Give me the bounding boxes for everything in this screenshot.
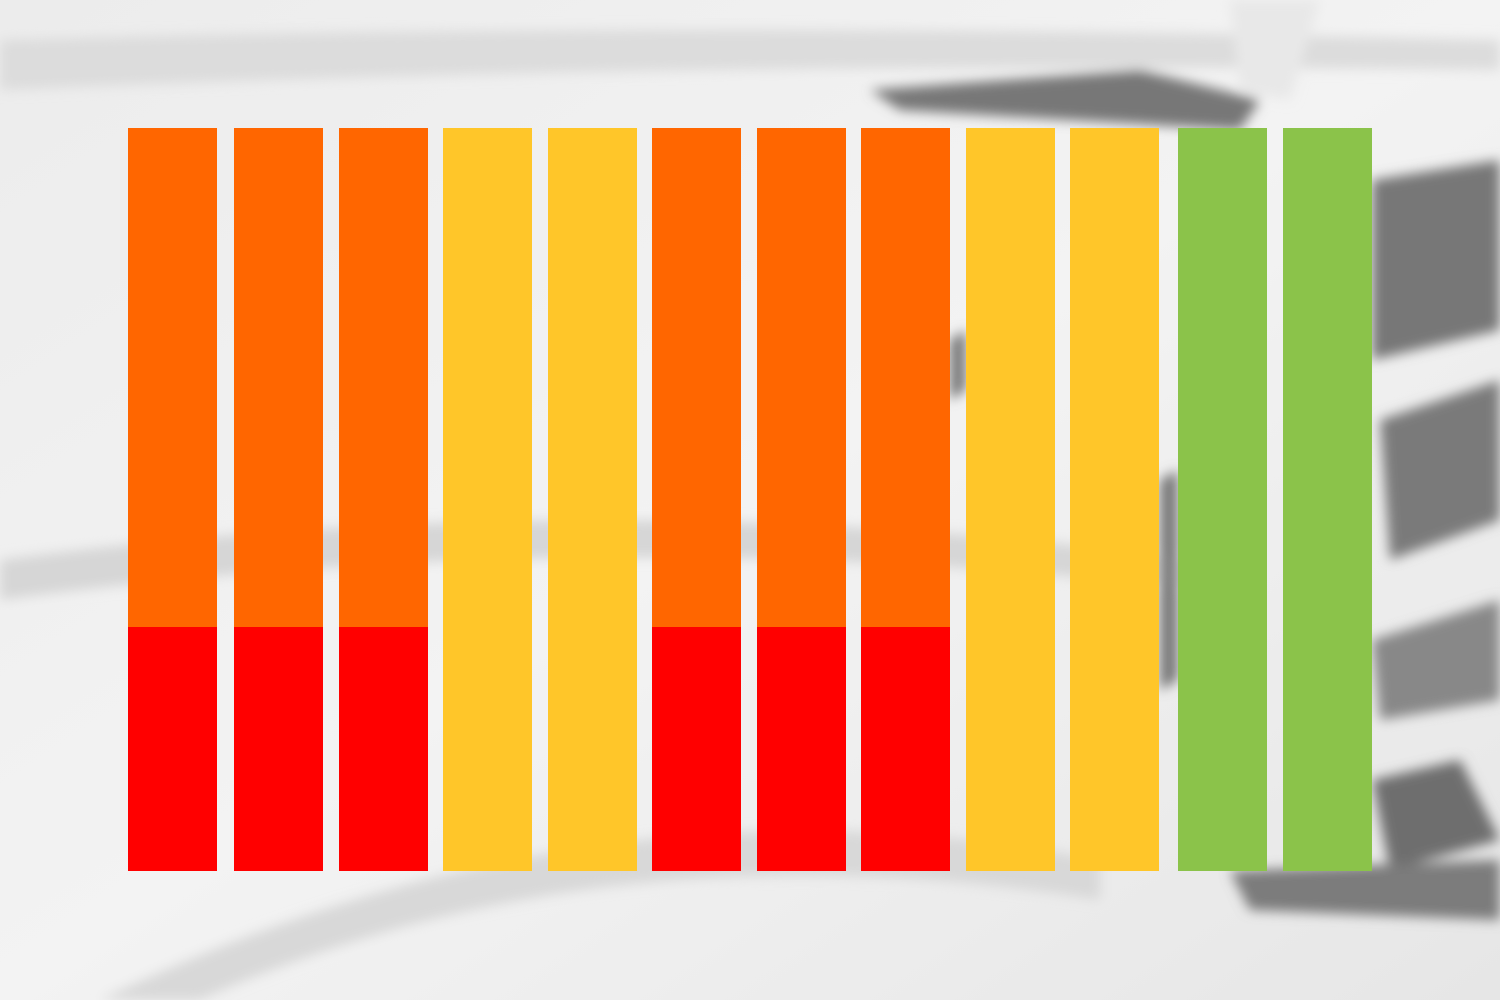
bar-top xyxy=(128,128,217,627)
bar-top xyxy=(234,128,323,627)
bar xyxy=(443,128,532,871)
bar xyxy=(548,128,637,871)
bar-top xyxy=(652,128,741,627)
dark-shape xyxy=(1372,160,1500,360)
streak xyxy=(100,830,1100,1000)
dark-shape xyxy=(950,330,966,400)
dark-shape xyxy=(1372,600,1500,720)
streak xyxy=(0,30,1500,90)
dark-shape xyxy=(1160,470,1178,690)
bars xyxy=(128,128,1372,871)
bar xyxy=(1283,128,1372,871)
bar-bottom xyxy=(234,627,323,871)
bar-bottom xyxy=(339,627,428,871)
bar-bottom xyxy=(128,627,217,871)
dark-shape xyxy=(870,70,1260,130)
bar-top xyxy=(861,128,950,627)
dark-shape xyxy=(1380,380,1500,560)
dark-shape xyxy=(1372,760,1500,870)
light-shape xyxy=(1230,0,1320,100)
bar-top xyxy=(757,128,846,627)
bar-top xyxy=(339,128,428,627)
bar-bottom xyxy=(757,627,846,871)
bar xyxy=(1070,128,1159,871)
bar-bottom xyxy=(652,627,741,871)
bar xyxy=(1178,128,1267,871)
bar xyxy=(966,128,1055,871)
dark-shape xyxy=(1230,860,1500,920)
bar-bottom xyxy=(861,627,950,871)
